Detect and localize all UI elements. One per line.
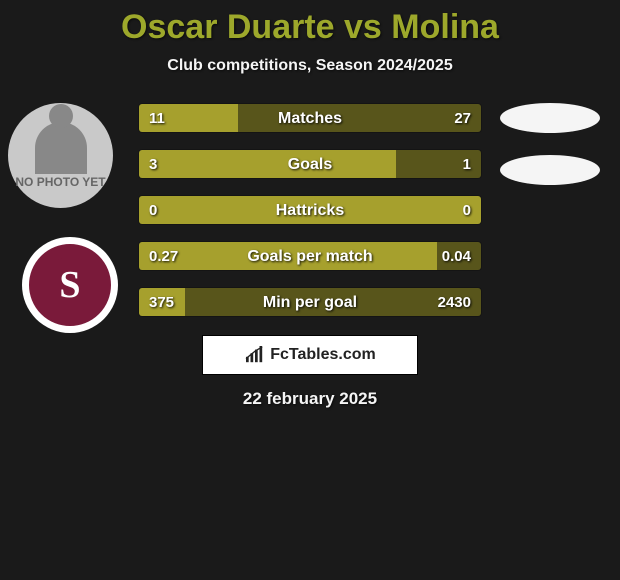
stat-label: Hattricks [139, 196, 481, 225]
stat-value-right: 1 [463, 150, 471, 179]
date-label: 22 february 2025 [0, 389, 620, 409]
player-left-photo-placeholder: NO PHOTO YET [8, 103, 113, 208]
avatar-silhouette-icon [35, 122, 87, 174]
player-left-club-badge: S [22, 237, 118, 333]
stat-row: 3 Goals 1 [138, 149, 482, 179]
player-right-oval-1 [500, 103, 600, 133]
bar-chart-icon [244, 346, 266, 364]
stat-value-right: 0 [463, 196, 471, 225]
club-badge-ring: S [29, 244, 111, 326]
stat-row: 0 Hattricks 0 [138, 195, 482, 225]
player-right-photo-area [500, 103, 600, 185]
stat-label: Matches [139, 104, 481, 133]
stat-row: 0.27 Goals per match 0.04 [138, 241, 482, 271]
stat-label: Min per goal [139, 288, 481, 317]
stat-value-right: 27 [454, 104, 471, 133]
stats-bars: 11 Matches 27 3 Goals 1 0 Hattricks 0 0.… [138, 103, 482, 317]
stat-row: 375 Min per goal 2430 [138, 287, 482, 317]
club-badge-initial: S [42, 257, 98, 313]
stat-label: Goals [139, 150, 481, 179]
stat-value-right: 0.04 [442, 242, 471, 271]
stat-row: 11 Matches 27 [138, 103, 482, 133]
stat-label: Goals per match [139, 242, 481, 271]
attribution-box: FcTables.com [202, 335, 418, 375]
player-right-oval-2 [500, 155, 600, 185]
stat-value-right: 2430 [438, 288, 471, 317]
comparison-panel: NO PHOTO YET S 11 Matches 27 3 Goals 1 0 [0, 103, 620, 409]
no-photo-label: NO PHOTO YET [15, 176, 105, 189]
page-title: Oscar Duarte vs Molina [0, 0, 620, 47]
attribution-label: FcTables.com [270, 346, 376, 364]
subtitle: Club competitions, Season 2024/2025 [0, 57, 620, 75]
